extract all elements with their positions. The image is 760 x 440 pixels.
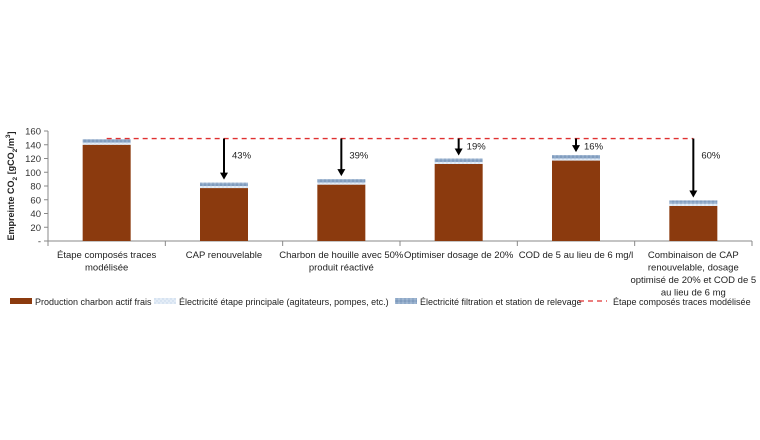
bar-electricite-principale	[200, 186, 248, 189]
bar-electricite-principale	[552, 158, 600, 161]
reduction-arrowhead	[220, 172, 228, 180]
bar-electricite-principale	[82, 142, 131, 145]
legend-swatch-electricite-filtration	[395, 298, 417, 304]
reduction-arrowhead	[454, 148, 463, 156]
y-tick-label: 40	[30, 209, 41, 220]
bar-production-charbon	[669, 205, 718, 241]
legend-label: Électricité filtration et station de rel…	[420, 297, 582, 307]
axes	[44, 130, 753, 246]
bar-electricite-filtration	[552, 155, 600, 159]
legend-swatch-electricite-principale	[154, 298, 176, 304]
bar-electricite-principale	[434, 161, 483, 164]
y-tick-label: 20	[30, 223, 41, 234]
legend: Production charbon actif frais Électricit…	[10, 297, 751, 307]
reduction-arrows: 43% 39% 19% 16% 60%	[220, 138, 721, 198]
bar-production-charbon	[82, 144, 131, 241]
reduction-label: 60%	[701, 151, 721, 162]
y-tick-label: -	[38, 237, 41, 248]
reduction-label: 16%	[584, 142, 604, 153]
reduction-arrowhead	[572, 145, 580, 153]
reduction-arrowhead	[337, 169, 346, 177]
category-label: COD de 5 au lieu de 6 mg/l	[519, 250, 634, 261]
category-label: Charbon de houille avec 50% produit réact…	[279, 250, 404, 274]
y-tick-label: 100	[25, 168, 41, 179]
category-label: Optimiser dosage de 20%	[404, 250, 514, 261]
bar-electricite-principale	[317, 182, 366, 185]
bar-electricite-filtration	[669, 200, 718, 204]
bar-electricite-filtration	[200, 182, 248, 186]
bar-production-charbon	[200, 188, 248, 241]
reduction-label: 39%	[349, 151, 369, 162]
y-axis-title: Empreinte CO2 [gCO2/m3]	[5, 132, 19, 241]
y-tick-labels: - 20 40 60 80 100 120 140 160	[25, 127, 41, 248]
legend-label: Électricité étape principale (agitateurs…	[179, 297, 389, 307]
reduction-arrowhead	[689, 190, 698, 198]
bar-production-charbon	[552, 160, 600, 241]
bar-electricite-filtration	[434, 158, 483, 162]
y-tick-label: 60	[30, 195, 41, 206]
category-labels: Étape composés traces modélisée CAP renouv…	[57, 250, 756, 299]
y-tick-label: 120	[25, 154, 41, 165]
category-label: CAP renouvelable	[186, 250, 262, 261]
y-tick-label: 140	[25, 140, 41, 151]
y-tick-label: 160	[25, 127, 41, 138]
bars	[82, 139, 718, 241]
reduction-label: 19%	[467, 142, 487, 153]
y-tick-label: 80	[30, 182, 41, 193]
category-label: Étape composés traces modélisée	[57, 250, 157, 274]
bar-electricite-filtration	[82, 139, 131, 143]
legend-swatch-production	[10, 298, 32, 304]
bar-electricite-principale	[669, 203, 718, 206]
bar-production-charbon	[434, 164, 483, 241]
bar-production-charbon	[317, 184, 366, 241]
legend-label: Production charbon actif frais	[35, 297, 152, 307]
bar-electricite-filtration	[317, 179, 366, 183]
reduction-label: 43%	[232, 151, 252, 162]
legend-label: Étape composés traces modélisée	[613, 297, 751, 307]
category-label: Combinaison de CAP renouvelable, dosage op…	[630, 250, 756, 299]
y-axis-label: Empreinte CO2 [gCO2/m3]	[5, 132, 19, 241]
